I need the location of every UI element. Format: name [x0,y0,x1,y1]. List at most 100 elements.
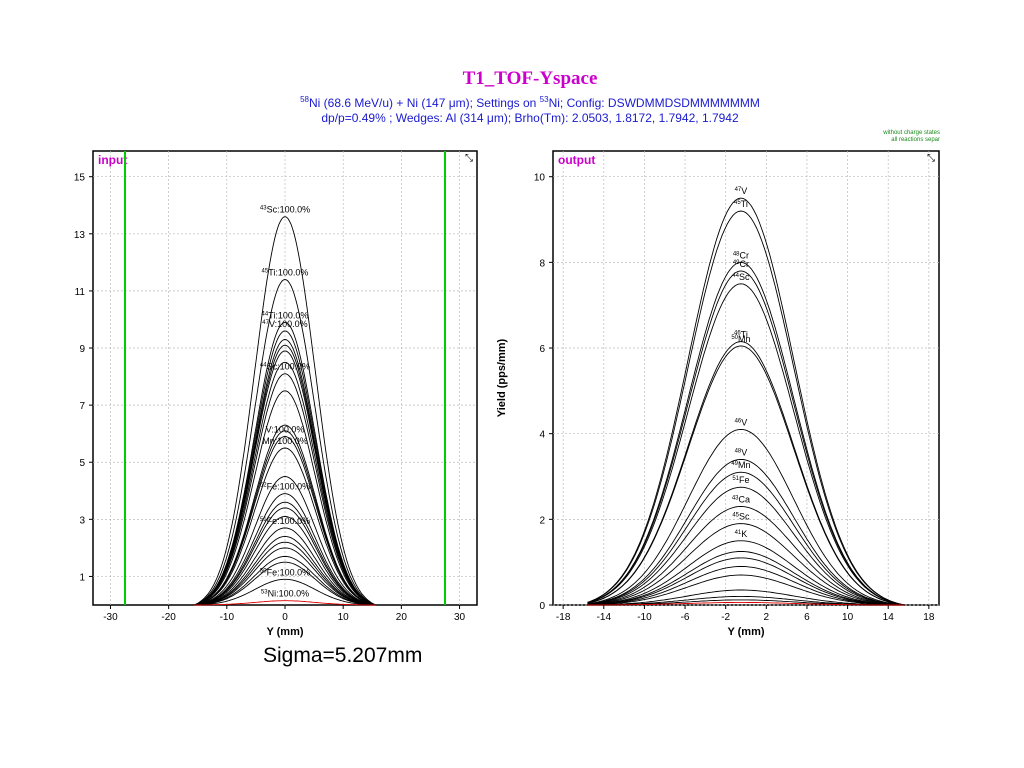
output-xtick-label: -6 [681,612,690,623]
sigma-label: Sigma=5.207mm [263,644,423,667]
input-series-line [194,216,376,606]
input-series-label: 44Ti:100.0% [262,310,309,320]
output-series-line [587,566,905,606]
output-series-line [587,486,905,606]
config-text: Ni; Config: DSWDMMDSDMMMMMMM [548,96,760,110]
note-line-1: without charge states [883,130,940,136]
output-series-line [587,574,905,606]
input-xtick-label: 0 [282,612,288,623]
output-series-line [587,523,905,606]
output-series-label: 48V [735,447,748,457]
input-series-line [194,436,376,606]
output-series-line [587,261,905,606]
options-note: without charge states all reactions sepa… [840,130,940,144]
output-plot-frame [552,150,940,606]
output-series-label: 45Ti [734,199,748,209]
input-ytick-label: 7 [79,401,85,412]
input-series-label: 43Sc:100.0% [260,205,310,215]
output-xtick-label: 14 [883,612,895,623]
output-series-label: 49Mn [731,460,750,470]
input-series-line [194,556,376,606]
input-ytick-label: 5 [79,458,85,469]
input-series-line [194,447,376,606]
input-series-label: 44Sc:100.0% [260,362,310,372]
reaction-text: Ni (68.6 MeV/u) + Ni (147 μm); Settings … [309,96,540,110]
output-xtick-label: 10 [842,612,854,623]
output-series-line [587,270,905,606]
output-ytick-label: 10 [534,173,546,184]
output-series-label: 49Cr [733,259,749,269]
input-ytick-label: 3 [79,515,85,526]
output-corner-icon: ⤡ [927,153,935,164]
output-series-label: 50Mn [731,334,750,344]
output-series-line [587,458,905,606]
input-xtick-label: 30 [454,612,466,623]
input-xtick-label: -10 [220,612,235,623]
output-xtick-label: -2 [721,612,730,623]
input-ytick-label: 9 [79,344,85,355]
input-series-label: V:100.0% [266,425,305,435]
input-ytick-label: 13 [74,230,86,241]
input-series-line [194,516,376,606]
input-series-label: 47V:100.0% [262,319,307,329]
input-series-line [194,476,376,606]
output-series-line [587,551,905,606]
output-series-line [587,197,905,606]
input-series-line [194,507,376,606]
output-ytick-label: 0 [539,601,545,612]
input-series-label: 50Fe:100.0% [260,567,310,577]
output-series-line [587,345,905,606]
output-series-line [587,506,905,606]
output-xtick-label: 18 [923,612,935,623]
output-xtick-label: 2 [764,612,770,623]
output-series-label: 46V [735,417,748,427]
input-series-line [194,279,376,606]
output-xtick-label: -14 [597,612,612,623]
input-series-line [194,547,376,606]
output-ytick-label: 2 [539,515,545,526]
output-series-label: 51Fe [732,475,749,485]
input-series-line [194,541,376,606]
output-series-line [587,557,905,606]
output-series-label: 44Sc [732,272,750,282]
input-series-line [194,578,376,606]
note-line-2: all reactions separ [891,137,940,143]
output-xaxis-title: Y (mm) [727,626,764,638]
input-series-line [194,501,376,606]
input-xtick-label: -20 [161,612,176,623]
reaction-line: 58Ni (68.6 MeV/u) + Ni (147 μm); Setting… [0,95,1024,110]
output-series-line [587,428,905,606]
output-series-label: 46Ti [734,330,748,340]
output-yaxis-title: Yield (pps/mm) [496,338,508,417]
output-series-label: 47V [735,186,748,196]
output-series-label: 45Sc [732,512,750,522]
input-series-line [194,561,376,606]
input-series-label: Mn:100.0% [262,436,308,446]
input-xtick-label: -30 [103,612,118,623]
input-series-line [194,527,376,606]
output-series-line [587,589,905,606]
input-series-label: 52Fe:100.0% [260,482,310,492]
chart-title: T1_TOF-Yspace [462,68,598,89]
output-panel-label: output [558,153,595,167]
output-ytick-label: 4 [539,430,545,441]
input-series-line [194,350,376,606]
input-ytick-label: 1 [79,572,85,583]
output-series-line [587,471,905,606]
beam-mass: 58 [300,95,309,104]
output-ytick-label: 8 [539,258,545,269]
output-ytick-label: 6 [539,344,545,355]
output-xtick-label: -18 [556,612,571,623]
input-series-line [194,373,376,606]
input-series-line [194,390,376,606]
setting-mass: 53 [539,95,549,104]
output-series-label: 48Cr [733,250,749,260]
settings-line: dp/p=0.49% ; Wedges: Al (314 μm); Brho(T… [321,111,739,125]
input-xtick-label: 20 [396,612,408,623]
input-ytick-label: 15 [74,173,86,184]
output-series-label: 41K [735,529,748,539]
input-xaxis-title: Y (mm) [266,626,303,638]
output-xtick-label: -10 [637,612,652,623]
input-series-line [194,493,376,606]
